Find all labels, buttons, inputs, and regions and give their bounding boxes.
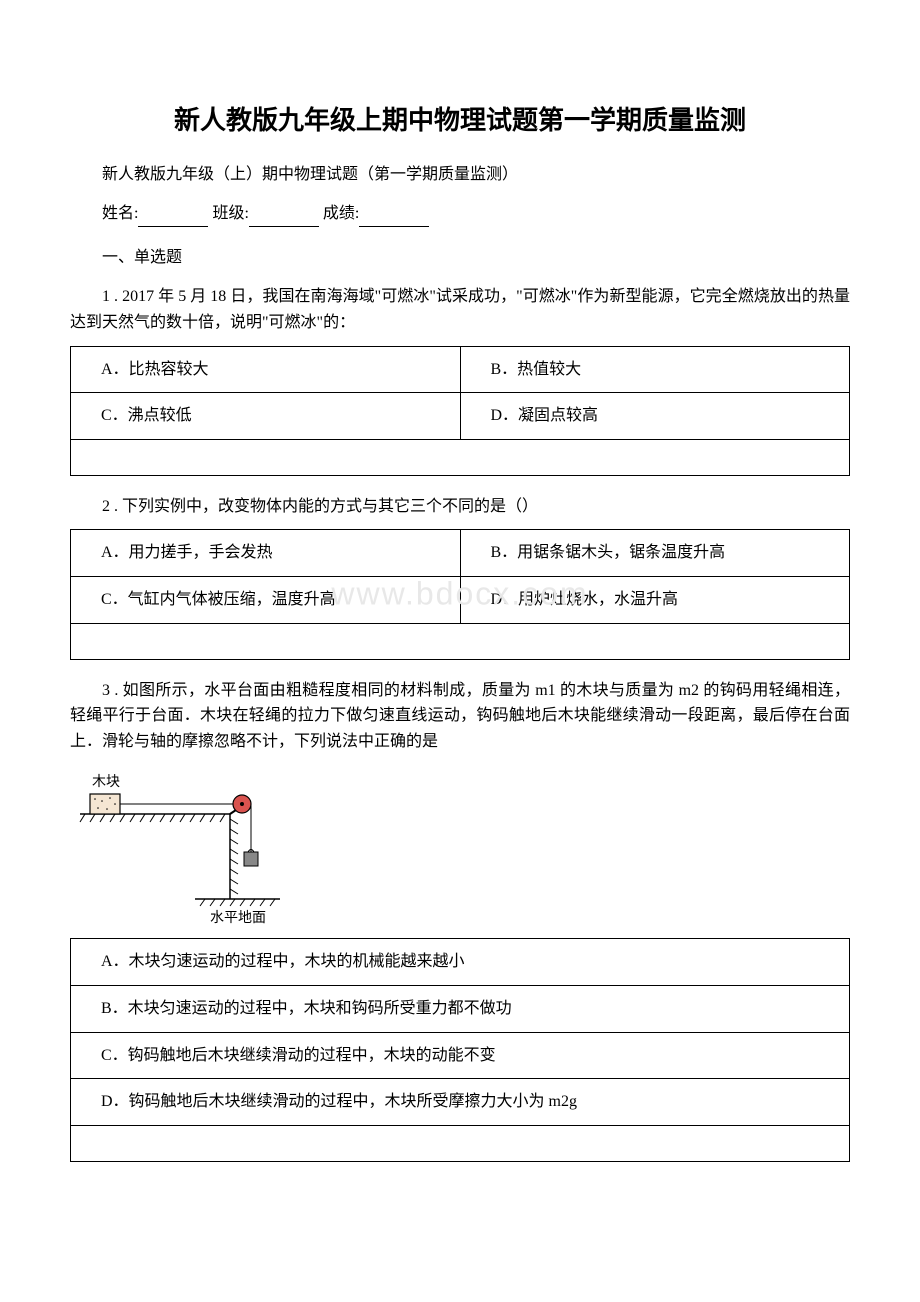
- q1-option-a[interactable]: A．比热容较大: [71, 346, 461, 393]
- score-label: 成绩:: [323, 205, 359, 222]
- q2-table-wrap: www.bdocx.com A．用力搓手，手会发热 B．用锯条锯木头，锯条温度升…: [70, 529, 850, 659]
- score-blank[interactable]: [359, 208, 429, 227]
- q3-text: 3 . 如图所示，水平台面由粗糙程度相同的材料制成，质量为 m1 的木块与质量为…: [70, 678, 850, 755]
- q3-empty-row: [71, 1125, 850, 1161]
- name-label: 姓名:: [102, 205, 138, 222]
- q2-option-b[interactable]: B．用锯条锯木头，锯条温度升高: [460, 530, 850, 577]
- q3-option-a[interactable]: A．木块匀速运动的过程中，木块的机械能越来越小: [71, 939, 850, 986]
- student-info-line: 姓名: 班级: 成绩:: [70, 201, 850, 227]
- q2-option-d[interactable]: D．用炉灶烧水，水温升高: [460, 576, 850, 623]
- page-title: 新人教版九年级上期中物理试题第一学期质量监测: [70, 100, 850, 142]
- name-blank[interactable]: [138, 208, 208, 227]
- section-header: 一、单选题: [70, 245, 850, 271]
- q2-option-a[interactable]: A．用力搓手，手会发热: [71, 530, 461, 577]
- q3-option-b[interactable]: B．木块匀速运动的过程中，木块和钩码所受重力都不做功: [71, 985, 850, 1032]
- diagram-ground-label: 水平地面: [210, 910, 266, 924]
- q2-text: 2 . 下列实例中，改变物体内能的方式与其它三个不同的是（）: [70, 494, 850, 520]
- q1-empty-row: [71, 439, 850, 475]
- q3-option-c[interactable]: C．钩码触地后木块继续滑动的过程中，木块的动能不变: [71, 1032, 850, 1079]
- q3-options-table: A．木块匀速运动的过程中，木块的机械能越来越小 B．木块匀速运动的过程中，木块和…: [70, 938, 850, 1161]
- diagram-block-label: 木块: [92, 774, 120, 790]
- q3-option-d[interactable]: D．钩码触地后木块继续滑动的过程中，木块所受摩擦力大小为 m2g: [71, 1079, 850, 1126]
- q2-options-table: A．用力搓手，手会发热 B．用锯条锯木头，锯条温度升高 C．气缸内气体被压缩，温…: [70, 529, 850, 659]
- q2-option-c[interactable]: C．气缸内气体被压缩，温度升高: [71, 576, 461, 623]
- class-blank[interactable]: [249, 208, 319, 227]
- class-label: 班级:: [212, 205, 248, 222]
- q1-options-table: A．比热容较大 B．热值较大 C．沸点较低 D．凝固点较高: [70, 346, 850, 476]
- q3-diagram: 木块 水平地面: [70, 764, 850, 924]
- q1-option-d[interactable]: D．凝固点较高: [460, 393, 850, 440]
- q1-text: 1 . 2017 年 5 月 18 日，我国在南海海域"可燃冰"试采成功，"可燃…: [70, 284, 850, 335]
- q2-empty-row: [71, 623, 850, 659]
- q1-option-b[interactable]: B．热值较大: [460, 346, 850, 393]
- subtitle: 新人教版九年级（上）期中物理试题（第一学期质量监测）: [70, 162, 850, 188]
- q1-option-c[interactable]: C．沸点较低: [71, 393, 461, 440]
